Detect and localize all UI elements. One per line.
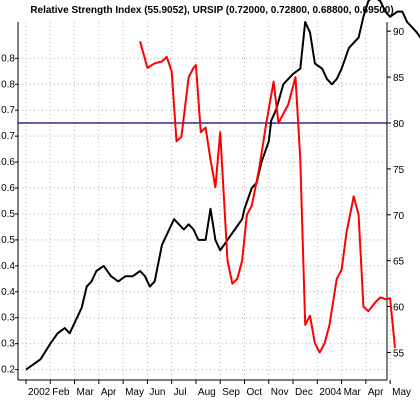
x-tick-label: May xyxy=(125,387,144,398)
left-tick-label: 0.5 xyxy=(1,235,15,246)
left-tick-label: 0.8 xyxy=(1,79,15,90)
x-tick-label: Oct xyxy=(246,387,262,398)
left-tick-label: 0.3 xyxy=(1,339,15,350)
x-tick-label: Jun xyxy=(149,387,165,398)
left-tick-label: 0.8 xyxy=(1,53,15,64)
left-tick-label: 0.7 xyxy=(1,105,15,116)
right-tick-label: 60 xyxy=(393,303,405,314)
x-tick-label: Sep xyxy=(222,387,240,398)
right-tick-label: 85 xyxy=(393,73,405,84)
x-tick-label: Mar xyxy=(344,387,362,398)
price-series-line xyxy=(25,0,420,371)
x-tick-label: Apr xyxy=(101,387,117,398)
axis-layer xyxy=(15,22,391,384)
series-layer xyxy=(18,0,420,371)
x-tick-label: 2004 xyxy=(319,387,342,398)
x-tick-label: Mar xyxy=(77,387,95,398)
right-tick-label: 90 xyxy=(393,27,405,38)
left-tick-label: 0.6 xyxy=(1,157,15,168)
x-tick-label: Jul xyxy=(174,387,187,398)
left-tick-label: 0.6 xyxy=(1,183,15,194)
rsi-series-line xyxy=(139,41,396,354)
chart-title: Relative Strength Index (55.9052), URSIP… xyxy=(30,5,393,16)
x-tick-label: Feb xyxy=(52,387,70,398)
x-tick-label: Nov xyxy=(271,387,289,398)
left-tick-label: 0.4 xyxy=(1,287,15,298)
right-tick-label: 80 xyxy=(393,119,405,130)
right-tick-label: 75 xyxy=(393,165,405,176)
x-tick-label: Apr xyxy=(368,387,384,398)
left-tick-label: 0.5 xyxy=(1,209,15,220)
right-tick-label: 65 xyxy=(393,257,405,268)
x-tick-label: May xyxy=(392,387,411,398)
left-tick-label: 0.2 xyxy=(1,365,15,376)
left-tick-label: 0.4 xyxy=(1,261,15,272)
left-tick-label: 0.3 xyxy=(1,313,15,324)
right-tick-label: 55 xyxy=(393,348,405,359)
x-tick-label: Aug xyxy=(198,387,216,398)
right-tick-label: 70 xyxy=(393,211,405,222)
left-tick-label: 0.7 xyxy=(1,131,15,142)
label-layer: 2002 Feb Mar Apr May Jun Jul Aug Sep Oct Nov Dec 200… xyxy=(1,27,411,398)
x-tick-label: 2002 xyxy=(28,387,51,398)
x-tick-label: Dec xyxy=(295,387,313,398)
